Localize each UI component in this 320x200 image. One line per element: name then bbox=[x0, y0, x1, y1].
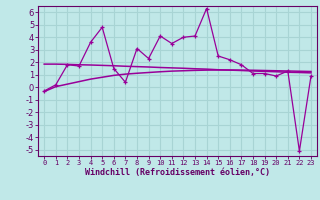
X-axis label: Windchill (Refroidissement éolien,°C): Windchill (Refroidissement éolien,°C) bbox=[85, 168, 270, 177]
